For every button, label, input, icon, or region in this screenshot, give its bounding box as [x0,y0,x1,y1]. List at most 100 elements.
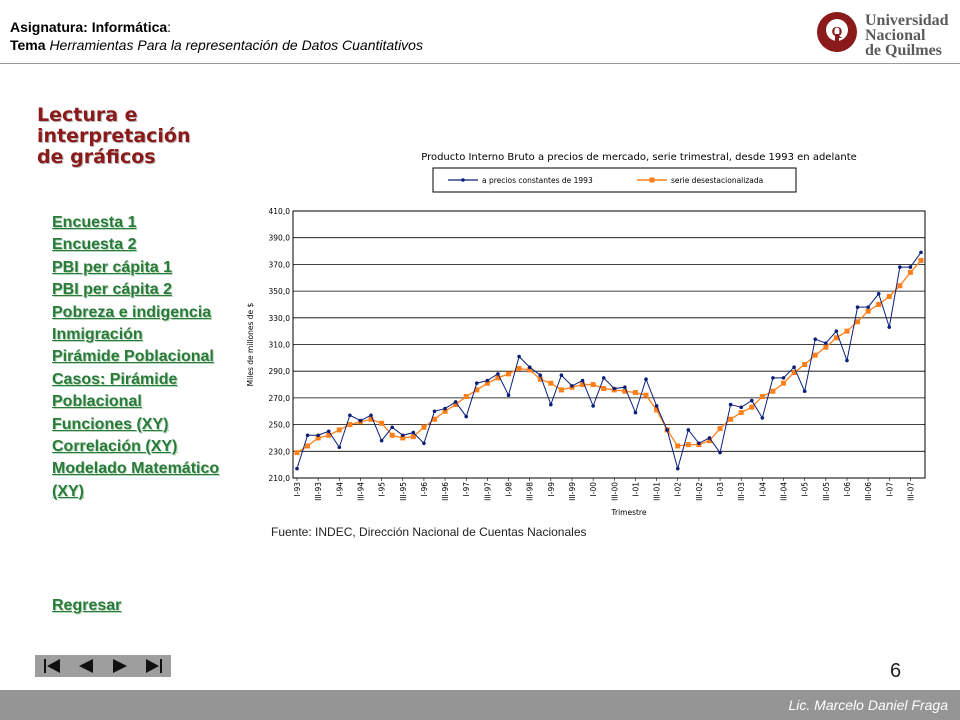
x-tick-label: I-04 [758,482,767,497]
series-constantes-point [453,400,458,404]
y-tick-label: 370,0 [269,260,291,269]
series-constantes-point [919,250,923,255]
series-constantes-point [845,358,849,363]
series-desestacionalizada-point [781,380,787,386]
series-desestacionalizada-point [294,450,300,456]
series-constantes-line [296,252,922,471]
nav-encuesta-1[interactable]: Encuesta 1 [52,214,137,231]
prev-icon[interactable] [71,656,101,676]
series-constantes-point [316,433,320,438]
series-constantes-point [644,377,648,382]
series-constantes-point [422,441,426,446]
series-desestacionalizada-point [749,404,755,410]
x-axis-label: Trimestre [611,508,647,517]
series-constantes-point [326,429,331,434]
series-constantes-point [697,441,701,446]
nav-inmigracion[interactable]: Inmigración [52,326,143,344]
series-desestacionalizada-point [770,388,776,394]
series-constantes-point [749,398,754,403]
series-constantes-point [400,433,405,438]
series-constantes-point [718,450,722,455]
back-link[interactable]: Regresar [52,597,122,614]
series-constantes-point [771,376,775,380]
y-tick-label: 290,0 [269,367,291,376]
series-desestacionalizada-point [463,394,469,400]
series-desestacionalizada-point [389,432,395,438]
series-desestacionalizada-point [812,352,818,358]
series-desestacionalizada-point [918,257,924,263]
series-desestacionalizada-point [643,392,649,398]
series-desestacionalizada-point [802,362,808,368]
x-tick-label: I-00 [589,482,598,497]
series-desestacionalizada-point [516,366,522,372]
series-constantes-point [432,409,437,414]
series-constantes-point [665,428,669,432]
series-constantes-point [549,402,553,407]
x-tick-label: III-99 [568,482,577,501]
nav-correlacion-xy[interactable]: Correlación (XY) [52,438,178,456]
author-credit: Lic. Marcelo Daniel Fraga [788,697,948,713]
section-title: Lectura e interpretación de gráficos [37,104,191,168]
y-tick-label: 250,0 [269,421,291,430]
nav-funciones-xy[interactable]: Funciones (XY) [52,415,169,433]
nav-piramide-poblacional[interactable]: Pirámide Poblacional [52,348,214,366]
x-tick-label: I-01 [631,482,640,497]
nav-modelado-xy[interactable]: Modelado Matemático (XY) [52,460,220,500]
series-constantes-point [633,410,638,415]
x-tick-label: III-94 [356,482,365,501]
series-constantes-point [580,378,585,383]
series-constantes-point [623,385,627,390]
series-desestacionalizada-point [379,420,385,426]
series-constantes-point [337,445,342,450]
x-tick-label: I-93 [293,482,302,497]
nav-casos-piramide[interactable]: Casos: Pirámide Poblacional [52,370,178,411]
series-constantes-point [824,341,828,345]
x-tick-label: III-95 [399,482,408,501]
series-desestacionalizada-point [336,427,342,433]
series-constantes-point [305,433,310,438]
nav-encuesta-2[interactable]: Encuesta 2 [52,236,137,254]
x-tick-label: I-99 [547,482,556,497]
y-tick-label: 270,0 [269,394,291,403]
series-constantes-point [411,430,416,435]
series-constantes-point [443,406,447,411]
y-tick-label: 390,0 [269,234,291,243]
series-constantes-point [654,404,659,408]
x-tick-label: I-95 [378,482,387,497]
nav-pbi-per-capita-2[interactable]: PBI per cápita 2 [52,281,173,299]
legend-label-1: a precios constantes de 1993 [482,176,593,185]
series-constantes-point [390,425,394,430]
x-tick-label: III-02 [695,482,704,501]
series-constantes-point [739,405,744,410]
series-constantes-point [686,428,691,432]
logo-mark: Q [832,25,843,40]
next-icon[interactable] [105,656,135,676]
plot-area [292,210,926,479]
series-constantes-point [559,373,564,378]
topic-line: Tema Herramientas Para la representación… [10,37,423,53]
legend-box [432,167,797,193]
series-desestacionalizada-line [296,259,922,454]
x-tick-label: I-96 [420,482,429,497]
series-constantes-point [792,365,796,369]
header-divider [0,63,960,64]
series-constantes-point [527,365,532,369]
y-tick-label: 230,0 [269,447,291,456]
nav-pbi-per-capita-1[interactable]: PBI per cápita 1 [52,258,173,276]
series-constantes-point [876,291,881,296]
series-desestacionalizada-point [897,283,903,289]
x-tick-label: III-00 [610,482,619,501]
series-desestacionalizada-point [400,435,406,441]
legend-marker-2 [649,177,655,183]
series-desestacionalizada-point [326,432,332,438]
series-constantes-point [358,418,363,423]
x-tick-label: III-05 [822,482,831,501]
last-icon[interactable] [139,656,169,676]
x-tick-label: I-05 [801,482,810,497]
series-desestacionalizada-point [706,438,712,444]
series-desestacionalizada-point [844,328,850,334]
series-constantes-point [781,376,786,380]
series-desestacionalizada-point [315,435,321,441]
first-icon[interactable] [37,656,67,676]
nav-pobreza-indigencia[interactable]: Pobreza e indigencia [52,303,212,321]
